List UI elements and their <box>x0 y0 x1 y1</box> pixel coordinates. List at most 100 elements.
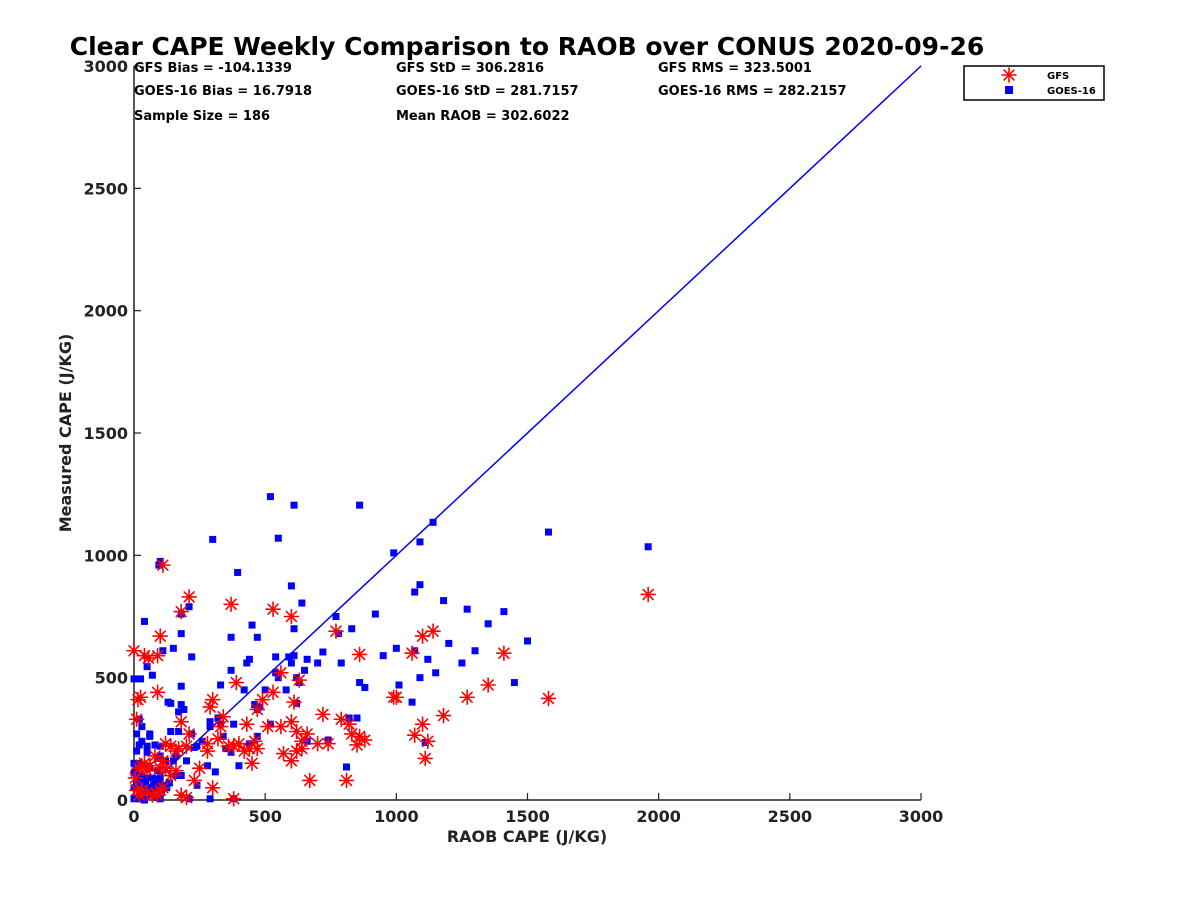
legend-gfs-label: GFS <box>1047 71 1069 82</box>
goes-point <box>143 742 151 750</box>
goes-point <box>245 655 253 663</box>
gfs-point <box>406 727 423 743</box>
stat-gfs-rms: GFS RMS = 323.5001 <box>658 61 812 76</box>
y-axis-label: Measured CAPE (J/KG) <box>56 334 75 533</box>
gfs-point <box>349 737 365 753</box>
goes-point <box>411 588 419 596</box>
goes-point <box>138 723 146 731</box>
goes-point <box>416 674 424 682</box>
legend-goes-label: GOES-16 <box>1047 86 1096 97</box>
goes-point <box>167 727 175 735</box>
gfs-point <box>343 726 360 742</box>
goes-point <box>395 681 403 689</box>
goes-point <box>206 718 214 726</box>
gfs-point <box>338 772 355 789</box>
x-tick-label: 1000 <box>374 807 419 826</box>
goes-point <box>151 775 159 783</box>
stat-gfs-bias: GFS Bias = -104.1339 <box>134 61 292 76</box>
y-tick-label: 3000 <box>83 57 128 76</box>
gfs-point <box>149 684 166 701</box>
goes-point <box>155 778 163 786</box>
chart-title: Clear CAPE Weekly Comparison to RAOB ove… <box>70 32 985 61</box>
gfs-point <box>178 789 195 806</box>
goes-point <box>356 501 364 509</box>
gfs-point <box>225 790 242 807</box>
goes-point <box>274 534 282 542</box>
x-tick-label: 3000 <box>899 807 944 826</box>
gfs-point <box>291 672 308 688</box>
gfs-point <box>199 743 216 759</box>
stats-block: GFS Bias = -104.1339 GFS StD = 306.2816 … <box>134 61 847 124</box>
y-tick-label: 2000 <box>83 302 128 321</box>
gfs-point <box>259 718 276 735</box>
goes-point <box>253 633 261 641</box>
goes-point <box>445 639 453 647</box>
goes-point <box>416 581 424 589</box>
goes-point <box>146 732 154 740</box>
goes-point <box>156 774 164 782</box>
gfs-point <box>191 760 208 776</box>
goes-point <box>142 780 150 788</box>
gfs-point <box>309 735 326 752</box>
gfs-point <box>149 647 166 664</box>
goes-point <box>143 663 151 671</box>
goes-point <box>193 742 201 750</box>
goes-point <box>182 757 190 765</box>
gfs-point <box>215 709 231 725</box>
gfs-point <box>273 718 289 735</box>
gfs-point <box>288 723 305 740</box>
gfs-point <box>333 711 350 728</box>
goes-point <box>151 741 159 749</box>
gfs-point <box>152 628 169 644</box>
goes-point <box>211 768 219 776</box>
y-tick-label: 2500 <box>83 179 128 198</box>
goes-point <box>175 727 183 735</box>
gfs-point <box>202 699 218 715</box>
gfs-point <box>228 674 245 691</box>
gfs-point <box>328 623 344 639</box>
one-to-one-line <box>133 65 922 801</box>
goes-point <box>214 714 222 722</box>
gfs-point <box>496 645 512 662</box>
y-tick-labels: 0 500 1000 1500 2000 2500 3000 <box>83 57 128 810</box>
goes-point <box>353 714 361 722</box>
gfs-point <box>186 772 203 789</box>
goes-point <box>251 701 259 709</box>
goes-point <box>177 701 185 709</box>
goes-point <box>193 781 201 789</box>
y-tick-label: 0 <box>117 791 128 810</box>
goes-point <box>463 605 471 613</box>
gfs-point <box>294 733 310 750</box>
goes-point <box>167 699 175 707</box>
gfs-point <box>127 770 144 786</box>
gfs-point <box>341 716 357 732</box>
gfs-point <box>132 689 149 706</box>
goes-point <box>219 732 227 740</box>
goes-point <box>135 741 143 749</box>
goes-point <box>290 625 298 633</box>
goes-point <box>319 648 327 656</box>
goes-point <box>137 675 145 683</box>
goes-point <box>266 493 274 501</box>
goes-point <box>390 549 398 557</box>
goes-point <box>169 644 177 652</box>
gfs-point <box>540 690 557 707</box>
data-points <box>126 493 656 807</box>
goes-point <box>206 795 214 803</box>
goes-point <box>198 737 206 745</box>
goes-point <box>371 610 379 618</box>
legend-gfs-asterisk <box>1001 67 1017 83</box>
gfs-point <box>265 684 281 701</box>
gfs-point <box>204 779 221 796</box>
goes-point <box>342 763 350 771</box>
gfs-point <box>249 740 266 757</box>
goes-point <box>524 637 531 645</box>
gfs-point <box>249 701 266 718</box>
gfs-point <box>181 726 197 742</box>
goes-point <box>227 666 235 674</box>
gfs-point <box>351 646 368 663</box>
gfs-point <box>157 735 174 752</box>
gfs-point <box>640 586 656 603</box>
goes-point <box>348 625 356 633</box>
gfs-point <box>173 713 190 730</box>
